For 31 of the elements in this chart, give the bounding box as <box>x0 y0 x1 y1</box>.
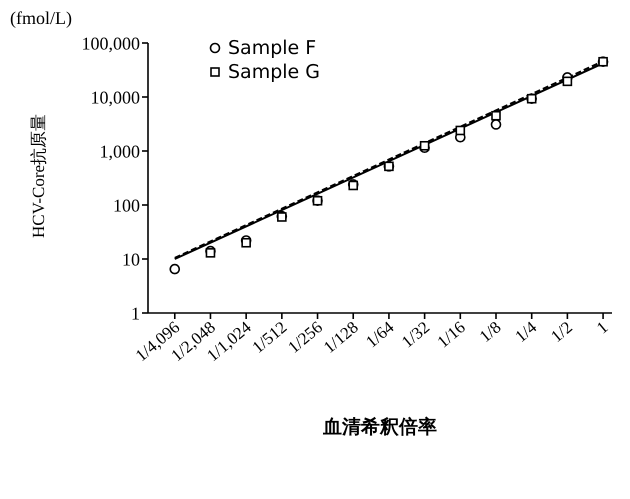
x-tick-label: 1/4 <box>511 317 541 346</box>
point <box>456 126 466 136</box>
point <box>491 110 501 121</box>
x-tick-label: 1/16 <box>434 318 469 352</box>
legend-label: Sample G <box>228 60 320 84</box>
y-tick-label: 100 <box>113 195 140 216</box>
y-tick-label: 1,000 <box>100 141 140 162</box>
y-tick-label: 1 <box>131 303 140 324</box>
point <box>206 248 216 258</box>
x-tick-label: 1/32 <box>398 318 434 352</box>
y-axis-title: HCV-Core抗原量 <box>29 114 48 238</box>
point <box>384 162 394 172</box>
point <box>490 119 502 130</box>
x-tick-label: 1/8 <box>476 318 505 346</box>
y-tick-label: 10,000 <box>90 87 140 108</box>
x-tick-label: 1 <box>592 318 612 338</box>
y-tick-label: 10 <box>122 249 140 270</box>
text: (fmol/L) <box>10 8 72 29</box>
point <box>312 196 322 206</box>
legend-label: Sample F <box>228 36 316 60</box>
point <box>598 56 608 67</box>
point <box>241 238 251 248</box>
point <box>169 264 180 274</box>
y-tick-label: 100,000 <box>82 33 140 54</box>
x-tick-label: 1/2 <box>547 318 576 346</box>
x-tick-label: 1/64 <box>362 317 398 352</box>
point <box>420 140 430 151</box>
point <box>277 212 287 222</box>
point <box>526 94 536 104</box>
point <box>562 76 572 86</box>
x-axis-title: 血清希釈倍率 <box>322 416 437 438</box>
